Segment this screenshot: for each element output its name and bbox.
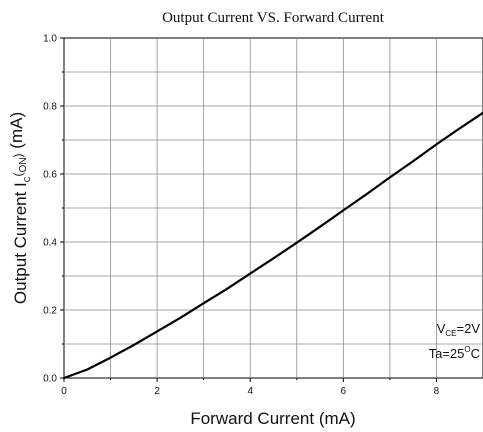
annotation-ta-degree: O (464, 345, 470, 354)
y-tick-label: 1.0 (43, 34, 57, 45)
axis-ticks (60, 37, 437, 382)
y-axis-title-paren-open: ( (11, 172, 25, 176)
x-tick-label: 8 (434, 386, 440, 397)
annotation-vce-main: V (437, 321, 446, 336)
series-line (62, 111, 483, 380)
annotation-ta-unit: C (471, 346, 480, 361)
y-tick-label: 0.0 (43, 374, 57, 385)
y-tick-label: 0.4 (43, 238, 57, 249)
chart-title: Output Current VS. Forward Current (162, 10, 385, 26)
y-axis-title-main: Output Current I (11, 182, 30, 304)
y-axis-title-unit: (mA) (7, 112, 26, 154)
gridlines (64, 38, 483, 378)
series-group (62, 111, 483, 380)
x-tick-label: 2 (154, 386, 160, 397)
y-axis-title-paren-close: ) (11, 153, 25, 157)
x-axis-title: Forward Current (mA) (190, 409, 355, 428)
y-axis-title-sub-c: C (23, 176, 32, 182)
annotation-vce: VCE=2V (437, 321, 481, 338)
y-axis-title: Output Current IC(ON) (mA) (7, 112, 32, 304)
x-tick-label: 0 (61, 386, 67, 397)
y-tick-label: 0.8 (43, 102, 57, 113)
y-tick-labels: 0.0 0.2 0.4 0.6 0.8 1.0 (43, 34, 57, 385)
y-tick-label: 0.2 (43, 306, 57, 317)
x-tick-label: 4 (247, 386, 253, 397)
annotation-ta-prefix: Ta=25 (429, 346, 465, 361)
y-axis-title-sub-on: ON (18, 157, 29, 172)
annotation-ta: Ta=25OC (429, 345, 480, 361)
x-tick-labels: 0 2 4 6 8 (61, 386, 439, 397)
y-tick-label: 0.6 (43, 170, 57, 181)
annotation-vce-sub: CE (445, 329, 456, 338)
annotation-vce-value: =2V (457, 321, 481, 336)
x-tick-label: 6 (341, 386, 347, 397)
